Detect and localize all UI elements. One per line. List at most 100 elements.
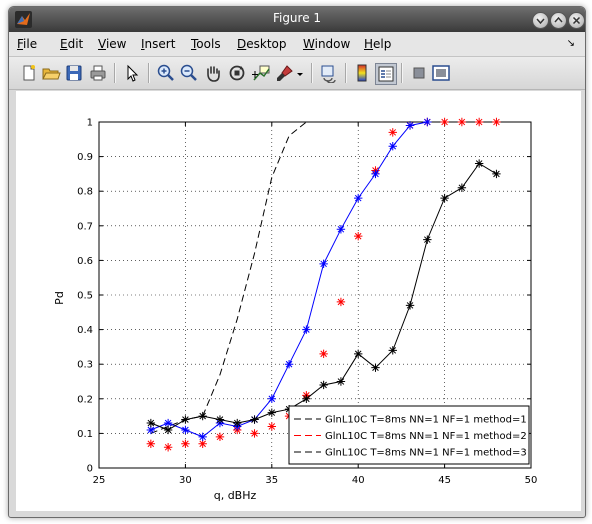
- open-file-icon: [42, 68, 61, 80]
- data-point-marker: [215, 415, 225, 424]
- menu-help[interactable]: Help: [364, 37, 392, 51]
- data-point-marker: [181, 415, 190, 424]
- pan-button[interactable]: [203, 63, 223, 83]
- data-point-marker: [163, 418, 173, 428]
- menu-bar: File Edit View Insert Tools Desktop Wind…: [9, 32, 585, 56]
- data-point-marker: [405, 121, 415, 130]
- data-point-marker: [146, 425, 156, 435]
- data-point-marker: [267, 408, 276, 417]
- data-point-marker: [388, 142, 397, 151]
- legend-entry: GlnL10C T=8ms NN=1 NF=1 method=3: [325, 448, 527, 459]
- data-point-marker: [233, 418, 242, 428]
- show-plot-tools-icon: [432, 65, 450, 81]
- rotate-3d-button[interactable]: [227, 63, 247, 83]
- data-point-marker: [250, 415, 259, 424]
- data-point-marker: [215, 432, 225, 442]
- print-button[interactable]: [88, 63, 108, 83]
- x-tick-label: 30: [179, 475, 192, 486]
- y-tick-label: 0.8: [77, 187, 93, 198]
- toolbar-separator: [345, 63, 347, 83]
- data-point-marker: [492, 117, 501, 127]
- minimize-icon: [536, 18, 545, 25]
- data-point-marker: [198, 439, 207, 448]
- legend-entry: GlnL10C T=8ms NN=1 NF=1 method=2: [325, 431, 527, 442]
- close-button[interactable]: [568, 12, 585, 29]
- data-point-marker: [198, 411, 207, 421]
- data-point-marker: [388, 128, 397, 137]
- pan-hand-icon: [207, 66, 220, 82]
- data-point-marker: [492, 169, 501, 179]
- toolbar-separator: [401, 63, 403, 83]
- brush-icon: [277, 65, 293, 81]
- y-tick-label: 0.3: [77, 360, 93, 371]
- menu-file[interactable]: File: [17, 37, 38, 51]
- pointer-arrow-icon: [127, 64, 139, 82]
- data-cursor-button[interactable]: [251, 63, 271, 83]
- y-tick-label: 0.7: [77, 221, 93, 232]
- dock-arrow-icon[interactable]: ↘: [566, 38, 575, 49]
- show-plot-tools-button[interactable]: [431, 63, 451, 83]
- save-button[interactable]: [64, 63, 84, 83]
- data-point-marker: [267, 394, 276, 403]
- window-title: Figure 1: [272, 11, 322, 25]
- print-icon: [90, 65, 106, 81]
- data-point-marker: [474, 117, 484, 127]
- menu-desktop[interactable]: Desktop: [237, 37, 287, 51]
- hide-plot-tools-button[interactable]: [409, 63, 429, 83]
- toolbar-separator: [311, 63, 313, 83]
- y-tick-label: 0.4: [77, 325, 93, 336]
- data-point-marker: [319, 380, 328, 390]
- menu-tools[interactable]: Tools: [191, 37, 221, 51]
- maximize-icon: [554, 16, 563, 23]
- new-figure-button[interactable]: [19, 63, 39, 83]
- data-point-marker: [146, 418, 156, 428]
- toolbar-separator: [148, 63, 150, 83]
- data-point-marker: [336, 225, 346, 234]
- data-point-marker: [267, 422, 276, 431]
- x-tick-label: 25: [93, 475, 106, 486]
- legend-entry: GlnL10C T=8ms NN=1 NF=1 method=1: [325, 415, 527, 426]
- zoom-out-icon: [180, 64, 197, 81]
- data-point-marker: [457, 117, 467, 127]
- edit-plot-button[interactable]: [122, 63, 142, 83]
- menu-edit[interactable]: Edit: [60, 37, 84, 51]
- data-point-marker: [371, 169, 380, 179]
- legend-box: [288, 405, 530, 465]
- brush-button[interactable]: [275, 63, 295, 83]
- hide-plot-tools-icon: [413, 67, 425, 79]
- data-point-marker: [302, 325, 311, 334]
- y-tick-label: 0.6: [77, 256, 93, 267]
- data-point-marker: [336, 297, 346, 307]
- series-line: [150, 121, 324, 434]
- minimize-button[interactable]: [532, 12, 549, 29]
- data-point-marker: [284, 360, 294, 369]
- zoom-out-button[interactable]: [179, 63, 199, 83]
- data-cursor-icon: [252, 65, 270, 81]
- insert-legend-button[interactable]: [375, 63, 397, 85]
- menu-view[interactable]: View: [98, 37, 127, 51]
- title-bar[interactable]: Figure 1: [9, 7, 585, 32]
- insert-colorbar-button[interactable]: [352, 63, 372, 83]
- data-point-marker: [163, 425, 173, 435]
- x-tick-label: 50: [525, 475, 538, 486]
- link-plot-button[interactable]: [319, 63, 339, 84]
- maximize-button[interactable]: [550, 12, 567, 29]
- y-axis-label: Pd: [53, 291, 66, 305]
- brush-dropdown-button[interactable]: [295, 63, 305, 83]
- close-icon: [572, 16, 581, 25]
- menu-insert[interactable]: Insert: [141, 37, 176, 51]
- legend-icon: [378, 66, 394, 82]
- y-tick-label: 1: [87, 118, 93, 129]
- y-tick-label: 0.9: [77, 152, 93, 163]
- y-tick-label: 0: [87, 464, 93, 475]
- menu-window[interactable]: Window: [303, 37, 351, 51]
- data-point-marker: [181, 439, 190, 448]
- legend[interactable]: GlnL10C T=8ms NN=1 NF=1 method=1 GlnL10C …: [288, 405, 530, 465]
- data-point-marker: [371, 363, 380, 372]
- open-file-button[interactable]: [41, 63, 61, 83]
- new-figure-icon: [23, 65, 35, 81]
- zoom-in-button[interactable]: [156, 63, 176, 83]
- data-point-marker: [302, 394, 311, 403]
- data-point-marker: [405, 301, 415, 310]
- series-1: [150, 121, 324, 434]
